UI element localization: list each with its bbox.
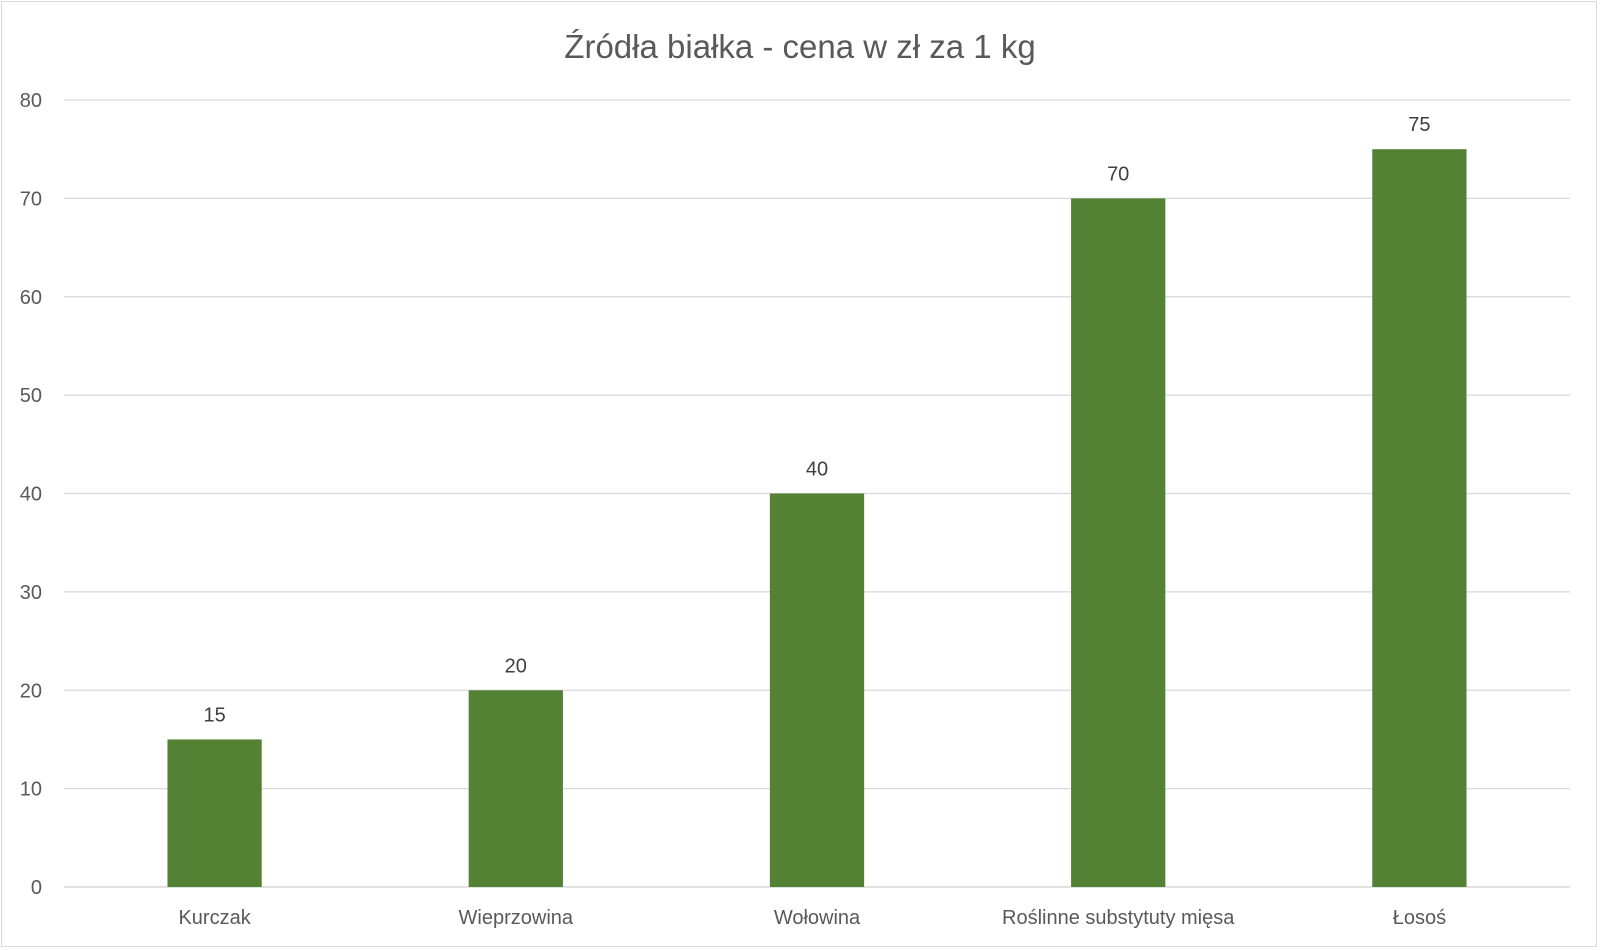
bar [167, 739, 262, 887]
y-tick-label: 50 [20, 385, 42, 407]
data-label: 20 [505, 655, 527, 677]
category-label: Wołowina [774, 907, 861, 929]
y-tick-label: 80 [20, 90, 42, 112]
category-label: Kurczak [178, 907, 251, 929]
y-tick-label: 40 [20, 484, 42, 506]
bars [167, 149, 1467, 887]
y-tick-label: 30 [20, 582, 42, 604]
category-label: Łosoś [1393, 907, 1446, 929]
y-tick-label: 10 [20, 779, 42, 801]
y-axis-tick-labels: 0 10 20 30 40 50 60 70 80 [20, 90, 42, 899]
category-label: Wieprzowina [459, 907, 574, 929]
y-tick-label: 0 [31, 877, 42, 899]
y-tick-label: 20 [20, 680, 42, 702]
bar [468, 690, 563, 887]
data-label: 75 [1408, 114, 1430, 136]
bar [1071, 198, 1166, 887]
x-axis-category-labels: Kurczak Wieprzowina Wołowina Roślinne subst… [178, 907, 1446, 929]
chart-title: Źródła białka - cena w zł za 1 kg [564, 28, 1035, 65]
data-label: 70 [1107, 163, 1129, 185]
bar [769, 493, 865, 887]
y-tick-label: 70 [20, 188, 42, 210]
data-label: 40 [806, 459, 828, 481]
data-labels: 15 20 40 70 75 [203, 114, 1430, 726]
data-label: 15 [203, 704, 225, 726]
gridlines [64, 99, 1570, 888]
category-label: Roślinne substytuty mięsa [1002, 907, 1235, 929]
y-tick-label: 60 [20, 287, 42, 309]
bar [1372, 149, 1467, 887]
